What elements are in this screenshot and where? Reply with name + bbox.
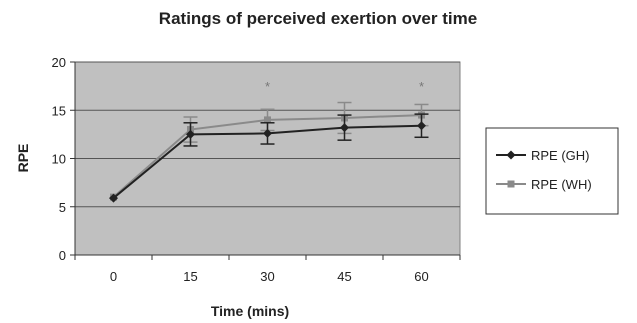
x-tick-label: 15 bbox=[183, 269, 197, 284]
x-tick-label: 60 bbox=[414, 269, 428, 284]
legend-box bbox=[485, 127, 619, 215]
y-tick-label: 0 bbox=[59, 248, 66, 263]
y-tick-label: 15 bbox=[52, 103, 66, 118]
significance-marker: * bbox=[419, 79, 424, 94]
y-tick-label: 5 bbox=[59, 200, 66, 215]
legend-label: RPE (WH) bbox=[531, 177, 592, 192]
x-tick-label: 45 bbox=[337, 269, 351, 284]
series-rpe-gh-point bbox=[109, 193, 118, 203]
legend-marker bbox=[506, 150, 516, 160]
legend-label: RPE (GH) bbox=[531, 148, 590, 163]
series-rpe-gh-point bbox=[340, 123, 349, 133]
legend: RPE (GH) RPE (WH) bbox=[485, 127, 619, 215]
significance-marker: * bbox=[265, 79, 270, 94]
annotations: * * bbox=[265, 79, 424, 94]
x-axis-label: Time (mins) bbox=[211, 303, 289, 319]
x-tick-labels: 0 15 30 45 60 bbox=[110, 269, 429, 284]
y-tick-label: 20 bbox=[52, 55, 66, 70]
axes bbox=[70, 61, 461, 260]
legend-marker bbox=[507, 180, 515, 188]
series-rpe-gh-point bbox=[186, 129, 195, 139]
chart-title: Ratings of perceived exertion over time bbox=[159, 9, 477, 28]
series-rpe-gh-point bbox=[417, 121, 426, 131]
y-tick-label: 10 bbox=[52, 152, 66, 167]
series-rpe-gh-point bbox=[263, 128, 272, 138]
x-tick-label: 30 bbox=[260, 269, 274, 284]
series-rpe-wh-point bbox=[264, 116, 271, 124]
y-tick-labels: 0 5 10 15 20 bbox=[52, 55, 66, 263]
x-tick-label: 0 bbox=[110, 269, 117, 284]
series-group bbox=[109, 101, 429, 203]
y-axis-label: RPE bbox=[15, 144, 31, 173]
